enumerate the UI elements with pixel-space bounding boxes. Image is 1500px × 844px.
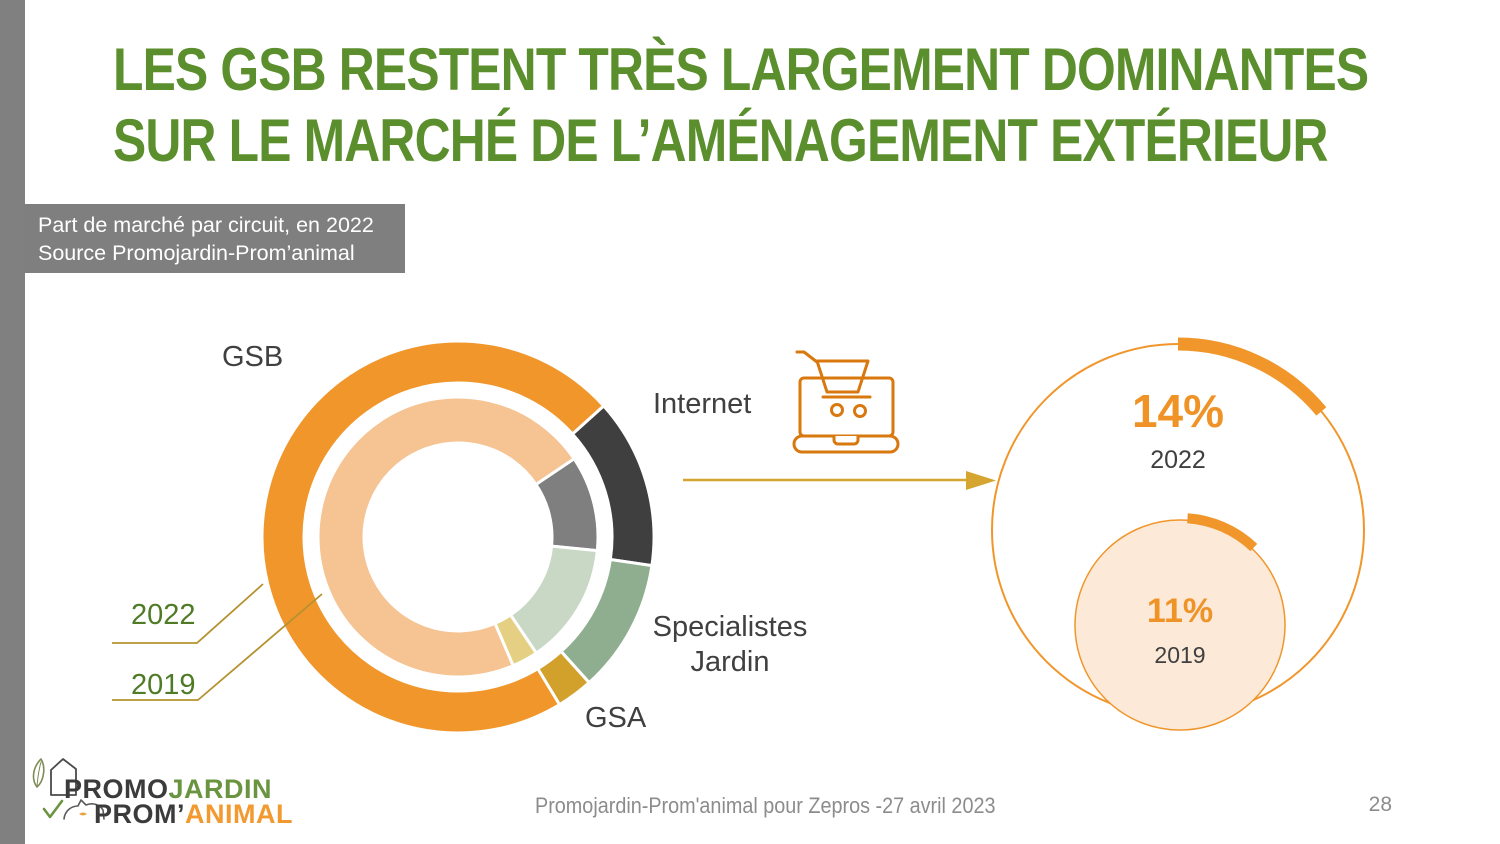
page-title-line1: LES GSB RESTENT TRÈS LARGEMENT DOMINANTE…	[113, 36, 1369, 103]
label-internet: Internet	[653, 388, 752, 420]
donut-segment-2019-gsb	[316, 395, 577, 679]
arc-2019-share	[1186, 513, 1258, 552]
logo-prom: PROM’	[94, 799, 186, 829]
internet-share-2019-value: 11%	[1146, 592, 1214, 630]
label-gsb: GSB	[222, 341, 284, 373]
subtitle-text: Part de marché par circuit, en 2022	[38, 213, 374, 237]
logo-promo: PROMO	[64, 774, 169, 804]
footer-credit: Promojardin-Prom'animal pour Zepros -27 …	[535, 793, 996, 818]
source-text: Source Promojardin-Prom’animal	[38, 241, 355, 265]
label-ring-year-2022: 2022	[131, 599, 196, 631]
online-shopping-icon	[792, 350, 900, 454]
cat-icon	[63, 799, 105, 820]
left-accent-strip	[0, 0, 25, 844]
cart-handle	[795, 350, 819, 364]
logo-animal: ANIMAL	[185, 799, 293, 829]
checkmark-icon	[42, 799, 64, 819]
arc-2022-share	[1177, 337, 1327, 416]
cart-basket	[815, 359, 870, 394]
label-specialistes: Specialistes	[652, 611, 808, 643]
donut-chart	[260, 339, 656, 735]
page-title: LES GSB RESTENT TRÈS LARGEMENT DOMINANTE…	[113, 34, 1500, 176]
label-gsa: GSA	[585, 702, 647, 734]
cart-wheel-left	[830, 403, 844, 417]
laptop-base-notch	[832, 434, 860, 446]
internet-share-chart	[991, 337, 1365, 731]
cat-leaf-accent	[79, 812, 87, 816]
page-title-line2: SUR LE MARCHÉ DE L’AMÉNAGEMENT EXTÉRIEUR	[113, 107, 1328, 174]
house-icon	[50, 758, 77, 796]
laptop-screen	[798, 376, 895, 438]
label-ring-year-2019: 2019	[131, 669, 196, 701]
label-specialistes-jardin: Specialistes Jardin	[630, 610, 830, 680]
logo-artwork	[32, 758, 105, 820]
subtitle-source-box: Part de marché par circuit, en 2022 Sour…	[25, 204, 405, 273]
circle-2019	[1074, 519, 1286, 731]
leaf-vein	[36, 761, 42, 787]
logo-jardin: JARDIN	[168, 774, 273, 804]
logo-text-promanimal: PROM’ANIMAL	[94, 799, 293, 830]
internet-share-2019-year: 2019	[1154, 642, 1206, 668]
logo-text-promojardin: PROMOJARDIN	[64, 774, 272, 805]
leaf-icon	[32, 758, 45, 788]
internet-share-2022-year: 2022	[1150, 446, 1206, 474]
cart-wheel-right	[853, 404, 867, 418]
page-number: 28	[1368, 793, 1392, 816]
label-jardin: Jardin	[690, 646, 770, 678]
internet-share-2022-value: 14%	[1131, 385, 1225, 437]
